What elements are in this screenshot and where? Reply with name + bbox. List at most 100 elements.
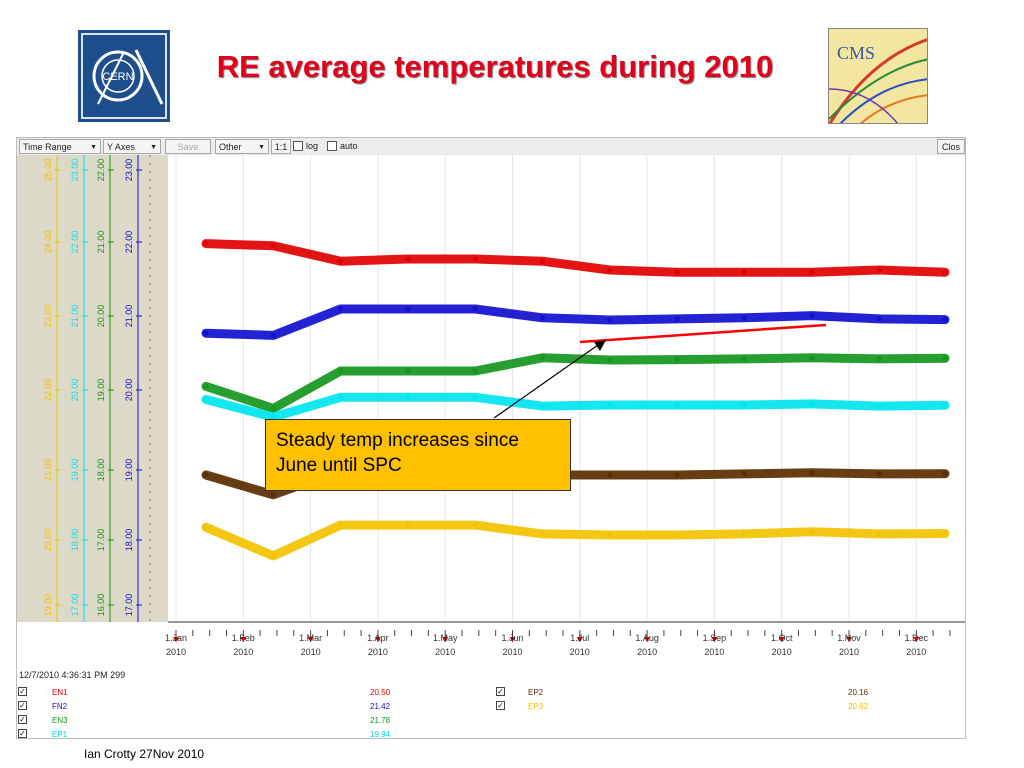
y-tick-label: 21.00	[124, 305, 134, 328]
y-tick-label: 22.00	[43, 379, 53, 402]
x-tick-year: 2010	[233, 647, 253, 657]
y-tick-label: 22.00	[124, 231, 134, 254]
other-label: Other	[219, 142, 242, 152]
ratio-button[interactable]: 1:1	[271, 139, 291, 154]
log-label: log	[306, 141, 319, 151]
x-tick-label: 1.May	[433, 633, 458, 643]
series-point	[405, 394, 411, 400]
series-point	[270, 332, 276, 338]
series-point	[405, 306, 411, 312]
series-point	[809, 470, 815, 476]
x-major-marker	[913, 637, 920, 642]
y-tick-label: 17.00	[124, 594, 134, 617]
series-line	[201, 520, 950, 561]
y-tick-label: 22.00	[70, 231, 80, 254]
series-point	[203, 397, 209, 402]
other-dropdown[interactable]: Other ▼	[215, 139, 269, 154]
x-major-marker	[509, 637, 516, 642]
x-tick-year: 2010	[435, 647, 455, 657]
y-tick-label: 19.00	[124, 459, 134, 482]
legend-checkbox[interactable]: ✓	[496, 701, 505, 710]
legend-checkbox[interactable]: ✓	[18, 701, 27, 710]
series-point	[472, 394, 478, 400]
save-button[interactable]: Save	[165, 139, 211, 154]
y-tick-label: 21.00	[70, 305, 80, 328]
x-tick-year: 2010	[301, 647, 321, 657]
series-point	[540, 403, 545, 409]
y-tick-label: 23.00	[43, 305, 53, 328]
series-point	[338, 368, 344, 374]
x-tick-year: 2010	[637, 647, 657, 657]
series-point	[674, 532, 680, 538]
log-checkbox[interactable]	[293, 141, 303, 151]
y-tick-label: 18.00	[124, 529, 134, 552]
y-tick-label: 18.00	[96, 459, 106, 482]
x-tick-label: 1.Aug	[635, 633, 659, 643]
series-point	[741, 471, 747, 477]
legend-series-name: EP3	[528, 702, 544, 711]
series-point	[203, 472, 209, 478]
y-tick-label: 19.00	[70, 459, 80, 482]
series-point	[741, 269, 747, 275]
legend-series-value: 20.50	[370, 688, 391, 697]
legend-checkbox[interactable]: ✓	[496, 687, 505, 696]
y-tick-label: 19.00	[96, 379, 106, 402]
series-point	[270, 492, 276, 498]
series-point	[942, 269, 948, 275]
series-point	[540, 355, 545, 361]
y-tick-label: 17.00	[96, 529, 106, 552]
legend-series-name: EN3	[52, 716, 68, 725]
y-tick-label: 17.00	[70, 594, 80, 617]
legend-checkbox[interactable]: ✓	[18, 715, 27, 724]
series-point	[270, 553, 276, 559]
y-tick-label: 20.00	[43, 529, 53, 552]
series-point	[741, 315, 747, 321]
series-point	[203, 383, 209, 389]
auto-checkbox[interactable]	[327, 141, 337, 151]
series-line	[201, 304, 950, 340]
y-tick-label: 22.00	[96, 159, 106, 182]
legend-checkbox[interactable]: ✓	[18, 729, 27, 738]
x-major-marker	[846, 637, 852, 642]
time-range-dropdown[interactable]: Time Range ▼	[19, 139, 101, 154]
footer-text: Ian Crotty 27Nov 2010	[84, 747, 205, 761]
series-point	[942, 402, 948, 408]
series-point	[876, 403, 882, 409]
y-tick-label: 23.00	[70, 159, 80, 182]
cms-logo-text: CMS	[837, 43, 875, 63]
series-point	[607, 402, 613, 408]
series-point	[607, 532, 613, 538]
series-point	[809, 269, 815, 275]
x-tick-label: 1.Jun	[501, 633, 523, 643]
series-point	[472, 368, 478, 374]
series-point	[540, 315, 545, 321]
legend-series-name: EN1	[52, 688, 68, 697]
series-point	[942, 317, 948, 323]
series-point	[674, 316, 680, 322]
x-tick-label: 1.Jul	[570, 633, 589, 643]
series-point	[338, 306, 344, 312]
close-button[interactable]: Clos	[936, 139, 965, 154]
legend-checkbox[interactable]: ✓	[18, 687, 27, 696]
series-point	[540, 258, 545, 264]
series-point	[607, 317, 613, 323]
y-tick-label: 19.00	[43, 594, 53, 617]
x-tick-year: 2010	[772, 647, 792, 657]
chevron-down-icon: ▼	[150, 144, 157, 151]
series-point	[338, 258, 344, 264]
series-point	[540, 531, 545, 537]
y-tick-label: 16.00	[96, 594, 106, 617]
y-tick-label: 25.00	[43, 159, 53, 182]
series-point	[809, 401, 815, 407]
y-axes-dropdown[interactable]: Y Axes ▼	[103, 139, 161, 154]
series-point	[607, 472, 613, 478]
x-tick-year: 2010	[839, 647, 859, 657]
y-tick-label: 18.00	[70, 529, 80, 552]
trend-toolbar: Time Range ▼ Y Axes ▼ Save Other ▼ 1:1 log …	[17, 138, 965, 157]
series-point	[942, 355, 948, 361]
series-point	[270, 243, 276, 249]
x-tick-label: 1.Feb	[232, 633, 255, 643]
series-point	[270, 414, 276, 420]
series-point	[876, 531, 882, 537]
series-point	[338, 394, 344, 400]
